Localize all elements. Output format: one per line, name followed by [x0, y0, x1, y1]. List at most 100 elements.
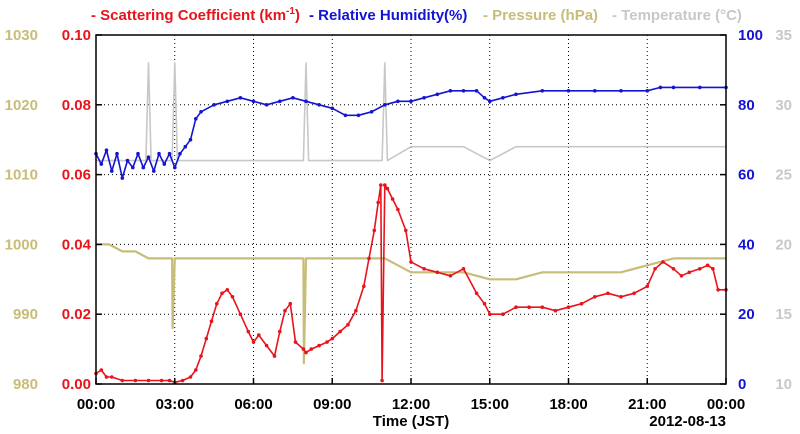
temperature-series-line: [96, 62, 726, 162]
scattering-point: [619, 295, 623, 299]
scattering-point: [514, 305, 518, 310]
scattering-point: [448, 274, 453, 278]
humidity-point: [698, 85, 702, 90]
scattering-point: [422, 267, 426, 271]
legend-humidity-label: Relative Humidity(%): [318, 7, 467, 24]
date-label: 2012-08-13: [649, 413, 726, 430]
x-tick-label: 12:00: [392, 396, 430, 413]
temperature-axis-label: 30: [775, 97, 792, 114]
scattering-point: [362, 284, 366, 289]
pressure-axis-label: 1030: [5, 27, 38, 44]
humidity-point: [199, 110, 203, 114]
scattering-point: [272, 354, 277, 358]
humidity-point: [488, 99, 492, 104]
legend-scattering-label: Scattering Coefficient (km: [100, 7, 286, 24]
scattering-point: [317, 343, 321, 348]
humidity-point: [99, 162, 104, 166]
humidity-point: [167, 151, 172, 156]
scattering-point: [209, 319, 214, 324]
scattering-point: [380, 378, 384, 383]
series: [94, 62, 728, 385]
scattering-point: [346, 322, 350, 327]
humidity-point: [369, 110, 374, 114]
legend-temperature-label: Temperature (°C): [621, 7, 742, 24]
humidity-point: [251, 99, 256, 104]
scattering-point: [330, 336, 335, 341]
scattering-point: [385, 186, 390, 191]
humidity-point: [330, 106, 335, 111]
scattering-point: [257, 333, 261, 337]
scattering-point: [404, 228, 408, 233]
scattering-point: [383, 183, 387, 187]
humidity-point: [110, 169, 114, 173]
scattering-axis-label: 0.08: [62, 97, 91, 114]
humidity-point: [593, 89, 597, 93]
scattering-point: [390, 197, 395, 201]
scattering-axis-label: 0.10: [62, 27, 91, 44]
legend-humidity-dash: -: [309, 7, 314, 24]
humidity-point: [671, 85, 676, 90]
humidity-point: [131, 165, 135, 170]
humidity-point: [566, 89, 571, 93]
humidity-point: [540, 89, 545, 93]
pressure-axis-label: 1020: [5, 97, 38, 114]
x-axis-title: Time (JST): [373, 413, 449, 430]
humidity-axis-label: 100: [738, 27, 763, 44]
ticks: [95, 34, 727, 385]
humidity-point: [645, 89, 650, 93]
scattering-axis-label: 0.04: [62, 236, 92, 253]
humidity-point: [136, 151, 140, 156]
scattering-point: [293, 340, 298, 344]
scattering-point: [606, 291, 610, 296]
scattering-point: [146, 378, 151, 383]
scattering-point: [679, 274, 684, 278]
scattering-point: [220, 291, 224, 296]
scattering-point: [251, 340, 256, 344]
humidity-point: [173, 165, 177, 170]
scattering-point: [653, 267, 657, 271]
scattering-point: [304, 350, 308, 355]
scattering-point: [579, 301, 584, 306]
scattering-point: [461, 267, 466, 271]
scattering-point: [246, 329, 251, 334]
humidity-point: [383, 103, 387, 107]
scattering-point: [716, 288, 720, 292]
humidity-point: [183, 144, 188, 149]
temperature-axis-label: 15: [775, 306, 792, 323]
scattering-point: [159, 378, 164, 383]
humidity-point: [304, 99, 308, 104]
scattering-point: [188, 375, 193, 379]
scattering-axis-label: 0.06: [62, 167, 91, 184]
scattering-point: [687, 270, 692, 275]
humidity-axis-label: 60: [738, 167, 755, 184]
legend-pressure-label: Pressure (hPa): [492, 7, 598, 24]
scattering-point: [167, 378, 172, 383]
temperature-axis-label: 35: [775, 27, 792, 44]
humidity-point: [619, 89, 623, 93]
pressure-axis-label: 990: [13, 306, 38, 323]
humidity-point: [104, 148, 109, 152]
scattering-point: [225, 288, 230, 292]
humidity-point: [194, 117, 198, 121]
x-tick-label: 09:00: [313, 396, 351, 413]
humidity-axis-label: 80: [738, 97, 755, 114]
humidity-point: [501, 96, 505, 100]
scattering-point: [488, 312, 492, 317]
scattering-point: [215, 301, 219, 306]
humidity-point: [435, 92, 440, 97]
scattering-point: [199, 354, 203, 358]
humidity-point: [396, 99, 400, 104]
humidity-point: [212, 103, 216, 107]
scattering-point: [396, 207, 400, 212]
scattering-point: [379, 183, 383, 187]
scattering-series-line: [95, 184, 726, 384]
scattering-point: [482, 301, 487, 306]
humidity-point: [317, 103, 321, 107]
scattering-point: [204, 336, 209, 341]
scattering-point: [338, 329, 342, 334]
scattering-point: [705, 263, 710, 268]
legend-pressure-dash: -: [483, 7, 488, 24]
temperature-axis-label: 20: [775, 236, 792, 253]
legend-humidity: - Relative Humidity(%): [309, 7, 467, 24]
scattering-point: [553, 308, 558, 313]
